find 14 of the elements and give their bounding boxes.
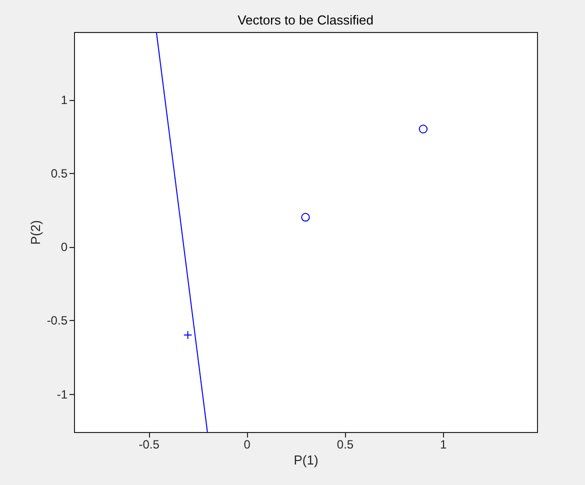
x-tick-label: 0 [244, 438, 251, 452]
point [301, 212, 310, 222]
x-axis-title: P(1) [294, 452, 318, 468]
chart-title: Vectors to be Classified [238, 12, 374, 28]
x-tick-label: 0.5 [336, 438, 354, 452]
y-tick-label: -1 [56, 387, 68, 402]
y-axis-title: P(2) [28, 220, 43, 245]
x-tick-label: -0.5 [138, 438, 160, 452]
y-tick-label: 1 [60, 93, 68, 108]
y-tick-label: 0 [60, 240, 68, 254]
point [418, 124, 428, 134]
y-tick-label: -0.5 [46, 314, 68, 328]
x-tick-label: 1 [440, 438, 447, 452]
y-tick-label: 0.5 [50, 166, 68, 181]
